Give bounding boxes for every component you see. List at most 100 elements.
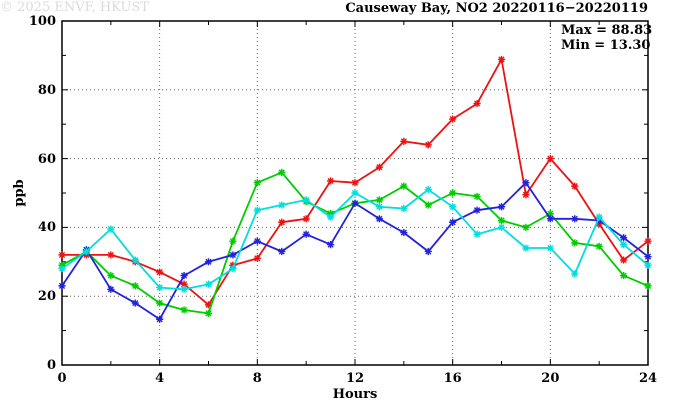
marker-red-line-h19 [522, 191, 530, 199]
marker-blue-line-h4 [156, 315, 164, 323]
marker-red-line-h11 [326, 177, 335, 185]
marker-red-line-h21 [571, 182, 579, 190]
marker-blue-line-h19 [522, 179, 530, 187]
marker-blue-line-h24 [644, 253, 652, 261]
marker-green-line-h15 [424, 201, 432, 209]
marker-green-line-h14 [400, 182, 408, 190]
marker-green-line-h7 [229, 237, 237, 245]
stats-annotation: Max = 88.83 Min = 13.30 [561, 24, 652, 54]
y-tick-label-80: 80 [37, 82, 56, 98]
marker-cyan-line-h10 [302, 196, 310, 204]
x-tick-label-0: 0 [57, 371, 67, 386]
marker-blue-line-h12 [351, 199, 359, 207]
marker-green-line-h5 [180, 306, 188, 314]
y-tick-label-0: 0 [46, 358, 56, 373]
marker-cyan-line-h4 [156, 284, 164, 292]
marker-red-line-h10 [302, 215, 310, 223]
watermark: © 2025 ENVF, HKUST [0, 0, 149, 15]
marker-blue-line-h18 [497, 203, 506, 211]
series-markers-blue-line [58, 179, 652, 323]
marker-green-line-h23 [619, 271, 628, 280]
marker-cyan-line-h24 [644, 261, 652, 269]
marker-red-line-h13 [375, 163, 384, 171]
marker-red-line-h8 [253, 254, 261, 262]
marker-green-line-h21 [571, 239, 579, 247]
marker-green-line-h3 [131, 282, 139, 290]
marker-blue-line-h15 [424, 247, 432, 256]
marker-red-line-h5 [180, 280, 188, 288]
chart-title: Causeway Bay, NO2 20220116−20220119 [345, 1, 648, 16]
marker-green-line-h13 [375, 196, 384, 204]
marker-red-line-h2 [107, 251, 115, 259]
x-tick-label-4: 4 [155, 371, 165, 386]
marker-cyan-line-h23 [619, 241, 628, 249]
series-markers-cyan-line [58, 185, 652, 293]
y-tick-label-100: 100 [28, 14, 56, 29]
marker-cyan-line-h8 [253, 206, 261, 214]
min-annotation: Min = 13.30 [561, 38, 651, 53]
marker-cyan-line-h15 [424, 185, 432, 194]
marker-cyan-line-h6 [204, 280, 213, 288]
marker-blue-line-h6 [204, 258, 213, 266]
y-tick-label-40: 40 [37, 220, 56, 236]
marker-cyan-line-h21 [571, 270, 579, 278]
marker-red-line-h0 [58, 251, 66, 259]
marker-green-line-h4 [156, 299, 164, 307]
marker-blue-line-h9 [278, 247, 286, 256]
marker-cyan-line-h2 [107, 225, 115, 233]
marker-blue-line-h16 [449, 218, 457, 226]
marker-red-line-h4 [156, 268, 164, 276]
x-tick-label-8: 8 [252, 371, 262, 386]
marker-red-line-h24 [644, 237, 652, 245]
x-tick-label-20: 20 [541, 371, 560, 386]
y-axis-title: ppb [12, 179, 27, 207]
marker-green-line-h22 [595, 242, 603, 250]
x-tick-label-12: 12 [345, 371, 365, 386]
marker-cyan-line-h14 [400, 204, 408, 213]
marker-green-line-h16 [449, 189, 457, 197]
marker-blue-line-h5 [180, 271, 188, 280]
x-axis-title: Hours [332, 387, 378, 402]
marker-cyan-line-h18 [497, 223, 506, 231]
marker-blue-line-h23 [619, 234, 628, 242]
marker-cyan-line-h17 [473, 230, 481, 238]
marker-green-line-h8 [253, 179, 261, 187]
marker-cyan-line-h11 [326, 213, 335, 221]
marker-blue-line-h20 [546, 215, 554, 223]
max-annotation: Max = 88.83 [561, 23, 653, 38]
marker-blue-line-h10 [302, 230, 310, 238]
marker-red-line-h9 [278, 218, 286, 226]
marker-red-line-h6 [204, 301, 213, 309]
marker-blue-line-h21 [571, 215, 579, 223]
marker-red-line-h12 [351, 179, 359, 187]
marker-green-line-h19 [522, 223, 530, 231]
marker-cyan-line-h1 [82, 247, 91, 256]
marker-cyan-line-h3 [131, 256, 139, 264]
marker-red-line-h18 [497, 55, 506, 64]
marker-green-line-h24 [644, 282, 652, 290]
marker-cyan-line-h13 [375, 203, 384, 211]
marker-blue-line-h2 [107, 285, 115, 293]
marker-blue-line-h11 [326, 241, 335, 249]
marker-blue-line-h13 [375, 215, 384, 223]
marker-blue-line-h3 [131, 299, 139, 307]
marker-cyan-line-h16 [449, 203, 457, 211]
marker-red-line-h23 [619, 256, 628, 264]
plot-border [61, 20, 649, 366]
marker-cyan-line-h0 [58, 265, 66, 273]
marker-cyan-line-h5 [180, 285, 188, 293]
marker-red-line-h14 [400, 137, 408, 145]
marker-red-line-h17 [473, 99, 481, 108]
marker-green-line-h2 [107, 271, 115, 280]
marker-green-line-h17 [473, 192, 481, 201]
x-tick-label-16: 16 [443, 371, 462, 386]
marker-green-line-h9 [278, 168, 286, 176]
y-tick-label-60: 60 [37, 151, 56, 167]
marker-green-line-h18 [497, 216, 506, 225]
marker-blue-line-h7 [229, 251, 237, 259]
marker-green-line-h20 [546, 210, 554, 218]
marker-red-line-h15 [424, 141, 432, 149]
marker-green-line-h6 [204, 309, 213, 317]
